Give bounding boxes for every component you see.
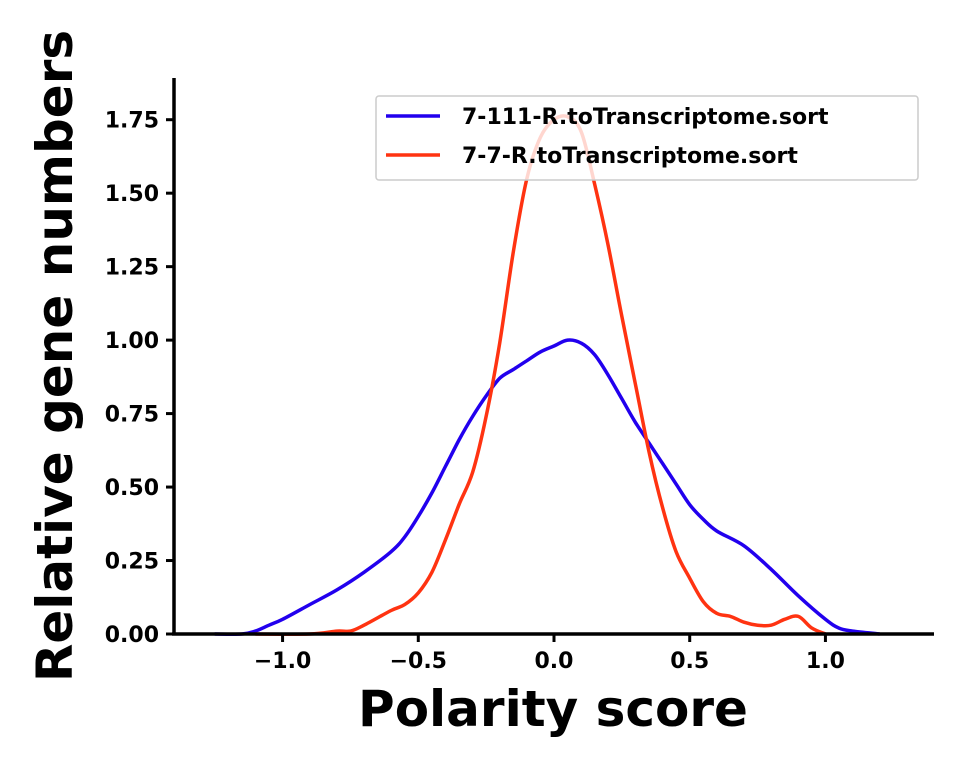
- legend-box: [375, 95, 919, 181]
- y-tick-label: 0.50: [105, 476, 159, 501]
- series-line-1: [255, 114, 827, 636]
- ticks-layer: −1.0 −0.5 0.0 0.5 1.0 0.00 0.25 0.50 0.75 1.00 1.2…: [105, 109, 845, 674]
- y-tick-label: 0.00: [105, 623, 159, 648]
- y-tick-label: 1.25: [105, 256, 159, 281]
- y-tick-label: 1.75: [105, 109, 159, 134]
- x-axis-title: Polarity score: [358, 680, 748, 738]
- y-axis-title: Relative gene numbers: [26, 30, 84, 682]
- y-tick-label: 0.75: [105, 403, 159, 428]
- x-tick-label: 0.5: [670, 649, 709, 674]
- x-tick-label: −1.0: [254, 649, 311, 674]
- series-layer: [214, 114, 880, 636]
- legend-label-0: 7-111-R.toTranscriptome.sort: [462, 105, 829, 130]
- series-line-0: [214, 338, 880, 636]
- legend: 7-111-R.toTranscriptome.sort 7-7-R.toTra…: [375, 95, 919, 181]
- y-tick-label: 1.50: [105, 182, 159, 207]
- legend-label-1: 7-7-R.toTranscriptome.sort: [462, 144, 798, 169]
- y-tick-label: 0.25: [105, 550, 159, 575]
- y-tick-label: 1.00: [105, 329, 159, 354]
- x-tick-label: −0.5: [390, 649, 447, 674]
- x-tick-label: 0.0: [535, 649, 574, 674]
- x-tick-label: 1.0: [806, 649, 845, 674]
